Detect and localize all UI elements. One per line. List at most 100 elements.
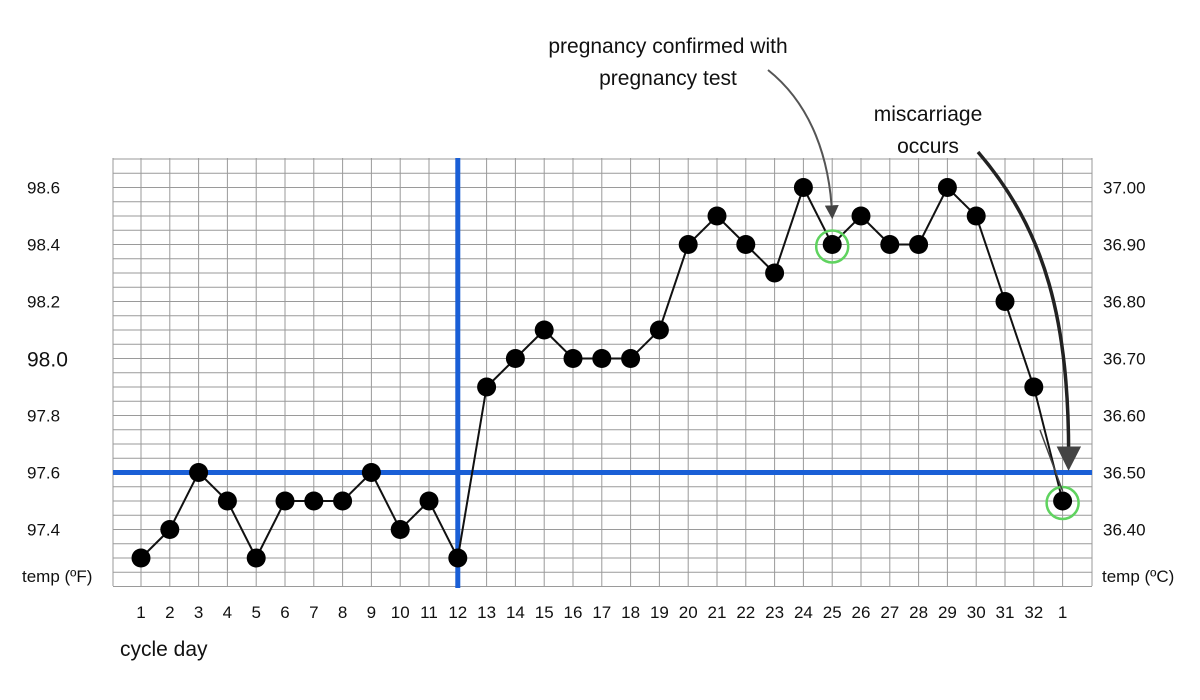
- data-point: [851, 206, 871, 226]
- x-tick: 17: [592, 603, 611, 622]
- x-tick: 10: [391, 603, 410, 622]
- x-tick: 16: [564, 603, 583, 622]
- data-point: [1053, 491, 1073, 511]
- coverline-layer: [113, 158, 1092, 588]
- y-tick-left: 98.0: [27, 349, 68, 372]
- data-points: [131, 178, 1080, 568]
- highlight-circle: [1045, 485, 1080, 521]
- data-point: [361, 463, 381, 482]
- data-point: [1024, 377, 1044, 397]
- data-point: [765, 263, 785, 283]
- x-tick: 3: [194, 603, 203, 622]
- x-tick: 11: [420, 603, 438, 622]
- x-tick: 15: [535, 603, 554, 622]
- y-axis-left-ticks: 97.4 97.6 97.8 98.0 98.2 98.4 98.6: [27, 179, 68, 540]
- data-point: [966, 206, 986, 226]
- data-point: [563, 349, 583, 368]
- x-tick: 22: [736, 603, 755, 622]
- x-tick: 12: [448, 603, 467, 622]
- annotation-pregnancy-line1: pregnancy confirmed with: [548, 35, 787, 58]
- x-tick: 20: [679, 603, 698, 622]
- y-tick-right: 36.90: [1103, 236, 1146, 255]
- data-point: [880, 235, 900, 254]
- data-point: [160, 520, 180, 539]
- x-tick: 19: [650, 603, 669, 622]
- y-tick-left: 97.6: [27, 464, 60, 483]
- x-tick: 6: [280, 603, 289, 622]
- data-point: [505, 349, 525, 368]
- data-point: [678, 235, 698, 254]
- x-tick: 14: [506, 603, 525, 622]
- x-tick: 27: [880, 603, 899, 622]
- grid: [112, 158, 1093, 587]
- data-point: [275, 491, 295, 511]
- annotation-pregnancy-arrow: [767, 69, 839, 220]
- x-tick: 25: [823, 603, 842, 622]
- data-point: [217, 491, 237, 511]
- x-tick: 2: [165, 603, 174, 622]
- x-tick: 24: [794, 603, 813, 622]
- x-axis-label: cycle day: [120, 638, 208, 661]
- x-tick: 28: [909, 603, 928, 622]
- data-point: [477, 377, 497, 397]
- data-point: [793, 178, 813, 197]
- x-tick: 1: [1058, 603, 1067, 622]
- x-tick: 5: [251, 603, 260, 622]
- data-point: [736, 235, 756, 254]
- x-tick: 26: [852, 603, 871, 622]
- y-tick-left: 98.6: [27, 179, 60, 198]
- y-tick-left: 97.4: [27, 521, 60, 540]
- annotation-miscarriage-arrow: [976, 150, 1082, 471]
- x-tick: 9: [367, 603, 376, 622]
- x-tick: 13: [477, 603, 496, 622]
- data-point: [246, 548, 266, 568]
- x-tick: 23: [765, 603, 784, 622]
- x-tick: 29: [938, 603, 957, 622]
- y-tick-left: 97.8: [27, 407, 60, 426]
- x-tick: 8: [338, 603, 347, 622]
- data-point: [419, 491, 439, 511]
- highlight-circle: [814, 229, 850, 264]
- x-tick: 21: [708, 603, 727, 622]
- data-point: [909, 235, 929, 254]
- data-point: [189, 463, 209, 482]
- data-point: [707, 206, 727, 226]
- annotation-miscarriage-line2: occurs: [897, 135, 959, 158]
- data-point: [592, 349, 612, 368]
- annotation-miscarriage-shaft: [1039, 429, 1064, 492]
- y-axis-right-ticks: 36.40 36.50 36.60 36.70 36.80 36.90 37.00: [1103, 179, 1146, 540]
- x-tick: 30: [967, 603, 986, 622]
- data-point: [304, 491, 324, 511]
- x-tick: 1: [136, 603, 145, 622]
- x-tick: 18: [621, 603, 640, 622]
- data-point: [822, 235, 842, 254]
- data-point: [995, 292, 1015, 311]
- y-tick-right: 36.70: [1103, 350, 1146, 369]
- data-point: [649, 320, 669, 340]
- y-tick-right: 36.40: [1103, 521, 1146, 540]
- y-tick-left: 98.2: [27, 293, 60, 312]
- annotation-pregnancy-line2: pregnancy test: [599, 67, 737, 90]
- data-point: [534, 320, 554, 340]
- y-tick-right: 36.50: [1103, 464, 1146, 483]
- y-tick-right: 36.80: [1103, 293, 1146, 312]
- x-tick: 31: [996, 603, 1015, 622]
- y-axis-left-label: temp (ºF): [22, 567, 92, 586]
- data-point: [937, 178, 957, 197]
- x-tick: 32: [1024, 603, 1043, 622]
- x-tick: 4: [223, 603, 232, 622]
- y-tick-right: 37.00: [1103, 179, 1146, 198]
- y-axis-right-label: temp (ºC): [1102, 567, 1174, 586]
- data-point: [390, 520, 410, 539]
- annotation-miscarriage-line1: miscarriage: [874, 103, 983, 126]
- x-tick: 7: [309, 603, 318, 622]
- data-point: [621, 349, 641, 368]
- data-point: [131, 548, 151, 568]
- data-point: [333, 491, 353, 511]
- y-tick-right: 36.60: [1103, 407, 1146, 426]
- data-point: [448, 548, 468, 568]
- x-axis-ticks: 1 2 3 4 5 6 7 8 9 10 11 12 13 14 15 16 17 18 19 20 21 22 23 24 2…: [136, 603, 1067, 622]
- annotations: pregnancy confirmed with pregnancy test mi…: [548, 35, 1082, 492]
